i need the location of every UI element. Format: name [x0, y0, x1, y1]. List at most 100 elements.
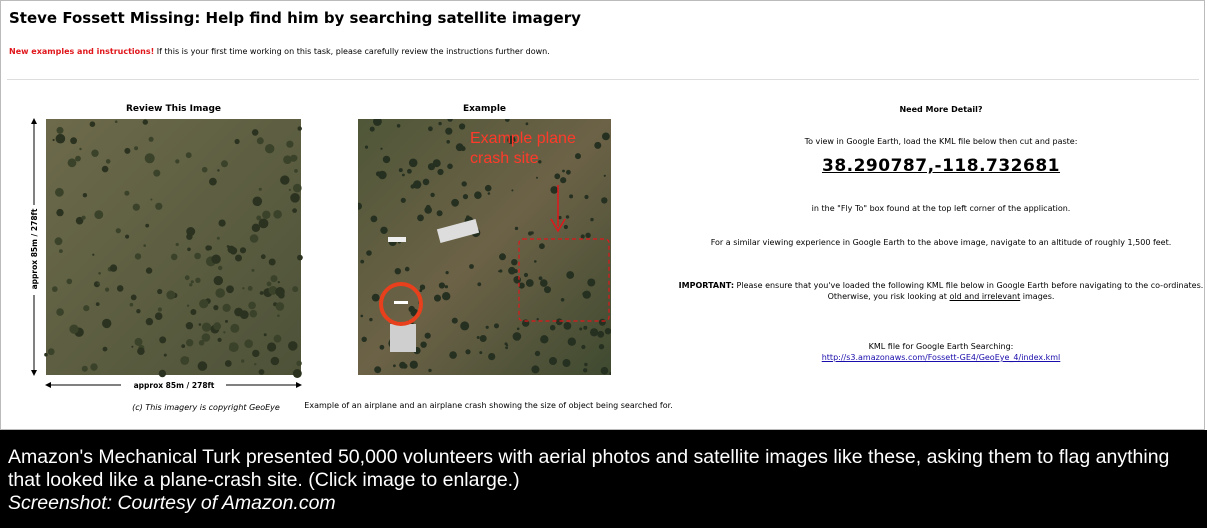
shrub [590, 218, 593, 221]
shrub [411, 184, 415, 188]
shrub [433, 159, 441, 167]
shrub [499, 253, 506, 260]
shrub [98, 272, 101, 275]
detail-heading: Need More Detail? [676, 104, 1206, 115]
shrub [194, 253, 201, 260]
shrub [102, 319, 111, 328]
caption-band: Amazon's Mechanical Turk presented 50,00… [0, 430, 1207, 528]
shrub [439, 282, 445, 288]
shrub [68, 158, 77, 167]
shrub [257, 137, 264, 144]
shrub [605, 328, 611, 334]
shrub [150, 199, 152, 201]
important-end: images. [1020, 292, 1054, 301]
shrub [428, 369, 431, 372]
notice-strong: New examples and instructions! [9, 47, 154, 56]
shrub [94, 210, 103, 219]
shrub [67, 279, 73, 285]
shrub [417, 215, 424, 222]
shrub [446, 140, 450, 144]
shrub [280, 175, 289, 184]
shrub [155, 312, 163, 320]
shrub [199, 299, 208, 308]
shrub [235, 139, 240, 144]
shrub [445, 128, 452, 135]
kml-label: KML file for Google Earth Searching: [676, 341, 1206, 352]
shrub [451, 199, 459, 207]
page: Steve Fossett Missing: Help find him by … [0, 0, 1207, 528]
shrub [397, 124, 401, 128]
shrub [171, 254, 178, 261]
satellite-image[interactable] [46, 119, 301, 375]
shrub [213, 322, 221, 330]
shrub [423, 179, 430, 186]
shrub [218, 338, 222, 342]
important-label: IMPORTANT: [679, 281, 734, 290]
shrub [158, 307, 162, 311]
shrub [176, 243, 179, 246]
shrub [110, 264, 117, 271]
shrub [584, 363, 587, 366]
shrub [92, 254, 94, 256]
shrub [217, 169, 219, 171]
building [388, 237, 406, 242]
shrub [240, 247, 246, 253]
shrub [289, 189, 291, 191]
shrub [517, 328, 520, 331]
shrub [376, 171, 381, 176]
shrub [44, 353, 48, 357]
shrub [419, 289, 422, 292]
shrub [185, 275, 190, 280]
shrub [437, 169, 443, 175]
shrub [539, 276, 543, 280]
shrub [250, 234, 259, 243]
shrub [202, 167, 208, 173]
shrub [199, 340, 205, 346]
review-heading: Review This Image [46, 104, 301, 114]
shrub [539, 243, 545, 249]
shrub [143, 119, 148, 124]
shrub [166, 291, 175, 300]
shrub [214, 276, 223, 285]
important-link[interactable]: old and irrelevant [950, 292, 1021, 301]
shrub [405, 267, 410, 272]
overlay-box: Example plane crash site [470, 129, 610, 179]
shrub [581, 345, 585, 349]
shrub [446, 271, 449, 274]
review-figure: approx 85m / 278ft approx 85m / 278ft [26, 115, 316, 397]
shrub [479, 351, 482, 354]
shrub [294, 169, 298, 173]
shrub [252, 129, 259, 136]
shrub [115, 120, 118, 123]
shrub [241, 359, 244, 362]
shrub [380, 148, 382, 150]
shrub [145, 153, 155, 163]
shrub [252, 350, 259, 357]
shrub [131, 346, 133, 348]
shrub [283, 155, 292, 164]
shrub [442, 292, 450, 300]
shrub [566, 215, 569, 218]
shrub [136, 309, 140, 313]
shrub [365, 146, 368, 149]
shrub [102, 166, 109, 173]
shrub [434, 295, 441, 302]
kml-link[interactable]: http://s3.amazonaws.com/Fossett-GE4/GeoE… [822, 353, 1061, 362]
shrub [488, 192, 491, 195]
shrub [437, 210, 443, 216]
shrub [601, 367, 609, 375]
shrub [137, 347, 145, 355]
shrub [235, 255, 242, 262]
shrub [225, 320, 228, 323]
shrub [360, 260, 364, 264]
shrub [293, 369, 302, 378]
shrub [79, 148, 81, 150]
shrub [426, 205, 431, 210]
notice-text: If this is your first time working on th… [154, 47, 550, 56]
coordinates[interactable]: 38.290787,-118.732681 [676, 161, 1206, 172]
fly-to: in the "Fly To" box found at the top lef… [676, 203, 1206, 214]
shrub [59, 249, 63, 253]
shrub [425, 333, 431, 339]
shrub [288, 341, 298, 351]
shrub [581, 234, 585, 238]
